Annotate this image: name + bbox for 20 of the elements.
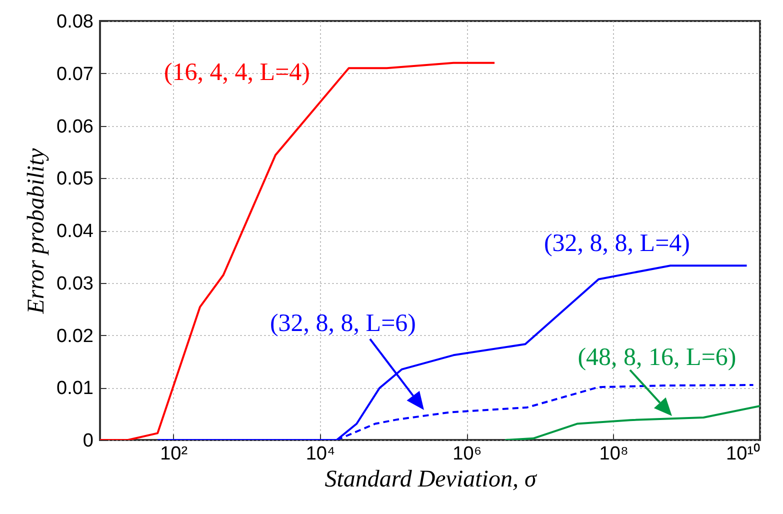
x-tick-label: 10¹⁰ bbox=[726, 442, 760, 464]
x-tick-label: 10⁴ bbox=[306, 444, 336, 464]
y-tick-label: 0.06 bbox=[56, 116, 94, 138]
y-tick-label: 0.03 bbox=[56, 273, 94, 294]
y-tick-label: 0.01 bbox=[56, 378, 94, 400]
series-label: (48, 8, 16, L=6) bbox=[578, 344, 736, 371]
x-tick-label: 10² bbox=[160, 444, 188, 464]
y-tick-label: 0.05 bbox=[56, 168, 94, 190]
x-axis-title: Standard Deviation, σ bbox=[324, 466, 538, 492]
x-tick-label: 10⁸ bbox=[599, 444, 628, 464]
x-tick-label: 10⁶ bbox=[452, 444, 482, 464]
y-tick-label: 0 bbox=[82, 430, 94, 452]
text: (32, 8, 8, L=6) bbox=[270, 310, 416, 337]
series-label: (16, 4, 4, L=4) bbox=[164, 59, 310, 86]
y-axis-title: Error probability bbox=[24, 148, 50, 315]
y-tick-label: 0.07 bbox=[56, 64, 94, 85]
series-label: (32, 8, 8, L=4) bbox=[544, 230, 690, 257]
y-tick-label: 0.08 bbox=[56, 12, 94, 32]
y-tick-label: 0.04 bbox=[56, 221, 94, 242]
y-tick-label: 0.02 bbox=[56, 326, 94, 347]
